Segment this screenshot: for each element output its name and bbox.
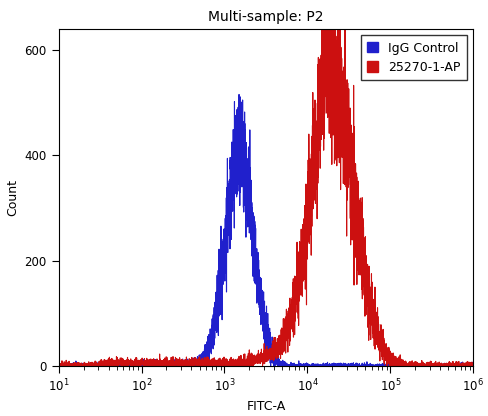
Legend: IgG Control, 25270-1-AP: IgG Control, 25270-1-AP: [361, 35, 467, 80]
25270-1-AP: [56, 363, 61, 368]
IgG Control: [56, 364, 61, 369]
25270-1-AP: [305, 234, 310, 239]
Title: Multi-sample: P2: Multi-sample: P2: [208, 10, 324, 24]
25270-1-AP: [366, 299, 371, 304]
25270-1-AP: [214, 358, 220, 363]
25270-1-AP: [397, 355, 403, 360]
IgG Control: [236, 92, 242, 97]
IgG Control: [131, 361, 137, 366]
25270-1-AP: [470, 361, 476, 366]
IgG Control: [325, 362, 331, 367]
IgG Control: [214, 273, 220, 278]
25270-1-AP: [56, 364, 62, 369]
25270-1-AP: [325, 35, 331, 40]
IgG Control: [56, 363, 61, 368]
IgG Control: [305, 364, 310, 369]
X-axis label: FITC-A: FITC-A: [246, 400, 285, 413]
IgG Control: [397, 362, 403, 366]
Y-axis label: Count: Count: [6, 179, 19, 216]
IgG Control: [470, 364, 476, 369]
Line: 25270-1-AP: 25270-1-AP: [59, 0, 473, 366]
25270-1-AP: [131, 362, 137, 367]
Line: IgG Control: IgG Control: [59, 94, 473, 366]
IgG Control: [366, 364, 371, 369]
